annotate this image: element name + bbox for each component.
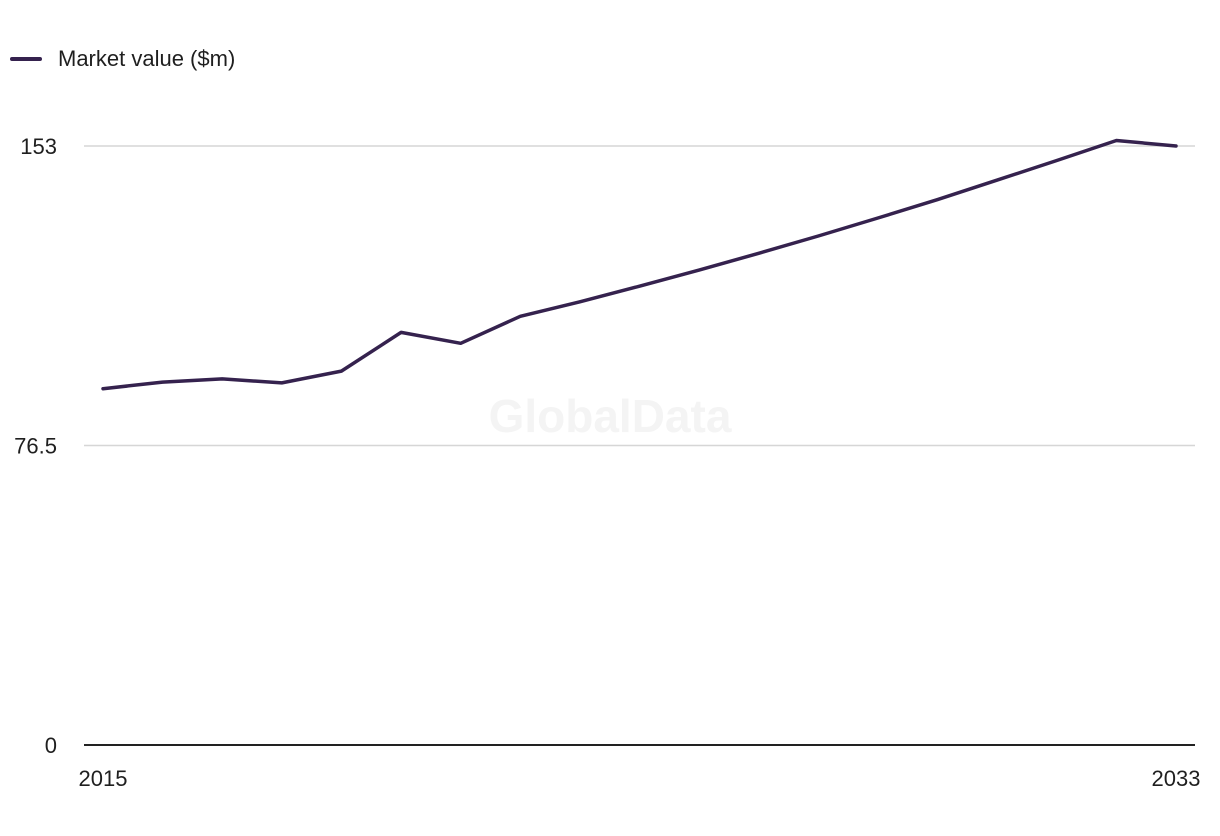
y-tick-label: 76.5: [14, 434, 57, 459]
x-axis-ticks: 2015 2033: [79, 766, 1201, 791]
legend-swatch: [10, 57, 42, 61]
legend-label: Market value ($m): [58, 46, 236, 71]
y-axis-ticks: 0 76.5 153: [14, 134, 57, 758]
watermark: GlobalData: [489, 390, 732, 442]
legend: Market value ($m): [10, 46, 235, 72]
y-tick-label: 153: [20, 134, 57, 159]
x-tick-label: 2015: [79, 766, 128, 791]
y-tick-label: 0: [45, 733, 57, 758]
series-line-market-value: [101, 138, 1178, 391]
x-tick-label: 2033: [1152, 766, 1201, 791]
gridlines: [84, 145, 1195, 447]
